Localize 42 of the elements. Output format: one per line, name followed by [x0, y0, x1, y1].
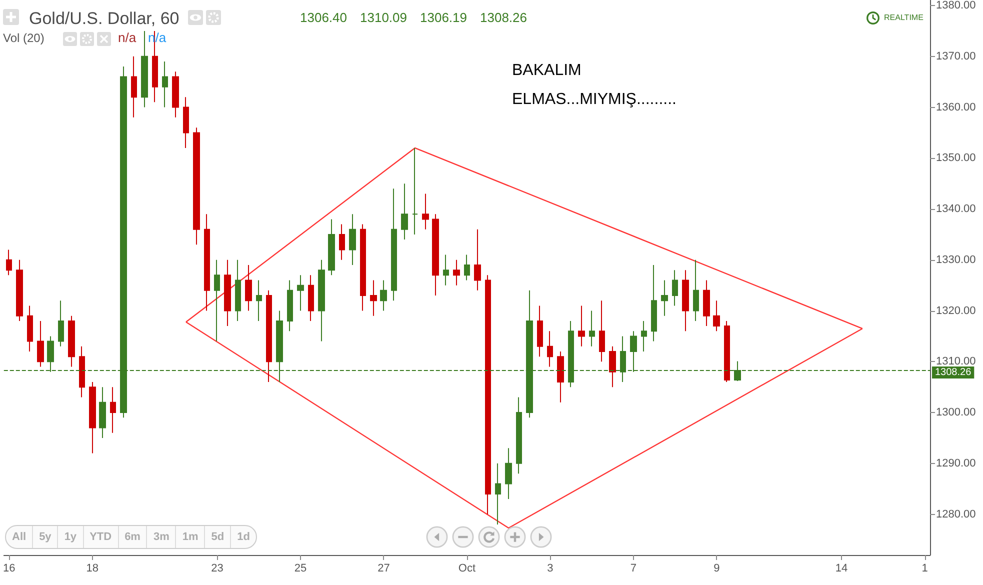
x-tick-label: Oct: [458, 562, 476, 574]
x-tick-label: 1: [922, 562, 928, 574]
y-tick-label: 1280.00: [936, 508, 976, 520]
y-tick-label: 1310.00: [936, 356, 976, 368]
y-tick-label: 1380.00: [936, 0, 976, 12]
annotation: Vol (20): [3, 31, 44, 46]
text: Gold/U.S. Dollar, 60: [29, 9, 180, 28]
annotation: n/a: [118, 30, 136, 46]
x-tick-label: 18: [86, 562, 98, 574]
y-tick-label: 1330.00: [936, 254, 976, 266]
annotation: REALTIME: [884, 13, 924, 23]
y-tick-label: 1290.00: [936, 457, 976, 470]
y-tick-label: 1370.00: [936, 50, 976, 62]
x-tick-label: 7: [630, 562, 636, 574]
annotation: 1d: [230, 526, 256, 548]
x-tick-label: 25: [294, 562, 307, 574]
x-tick-label: 27: [378, 562, 390, 574]
y-tick-label: 1350.00: [936, 152, 976, 164]
annotation: 1310.09: [360, 10, 407, 26]
annotation: 1306.19: [420, 10, 467, 26]
x-tick-label: 16: [2, 562, 16, 574]
x-tick-label: 9: [714, 562, 720, 574]
y-tick-label: 1360.00: [936, 101, 976, 114]
annotation: All: [11, 530, 28, 545]
annotation: 3m: [146, 526, 176, 548]
ref-line-label: 1308.26: [935, 367, 972, 378]
annotation: YTD: [82, 526, 118, 548]
y-tick-label: 1340.00: [936, 203, 976, 216]
x-tick-label: 3: [547, 562, 554, 574]
x-tick-label: 14: [835, 562, 848, 574]
annotation: 1y: [57, 526, 83, 548]
annotation: 1308.26: [480, 10, 527, 26]
y-tick-label: 1320.00: [936, 304, 976, 317]
annotation: 1306.40: [300, 10, 347, 26]
x-tick-label: 23: [211, 562, 224, 574]
annotation: 1m: [175, 526, 204, 548]
annotation: 6m: [118, 526, 146, 548]
y-tick-label: 1300.00: [936, 406, 976, 419]
annotation: 5d: [204, 526, 230, 548]
annotation: 5y: [32, 526, 58, 548]
annotation: ELMAS...MIYMIŞ.........: [512, 90, 676, 110]
annotation: BAKALIM: [512, 61, 582, 80]
